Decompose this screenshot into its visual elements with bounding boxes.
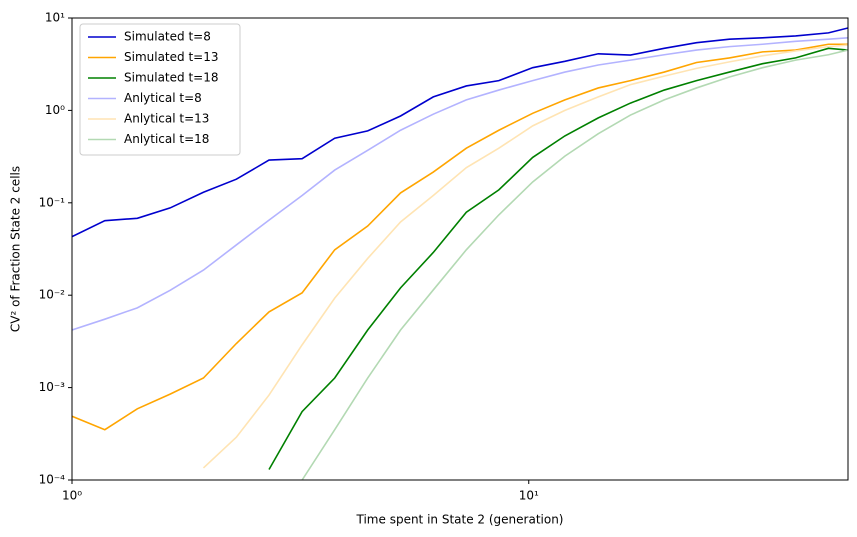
y-tick-label: 10⁻⁴: [39, 473, 66, 487]
x-tick-label: 10¹: [519, 489, 539, 503]
legend-box: [79, 23, 241, 156]
y-tick-label: 10⁻²: [39, 288, 66, 302]
series-line: [202, 44, 848, 469]
y-tick-label: 10⁻¹: [39, 195, 66, 209]
plot-lines: [72, 27, 848, 480]
legend-label: Simulated t=8: [124, 30, 211, 44]
legend-label: Anlytical t=18: [124, 132, 209, 146]
legend-label: Simulated t=18: [124, 71, 218, 85]
x-tick-label: 10⁰: [62, 489, 82, 503]
series-line: [72, 43, 848, 431]
series-line: [72, 27, 848, 238]
y-tick-label: 10⁰: [45, 103, 65, 117]
plot-frame: [71, 17, 849, 481]
y-tick-label: 10⁻³: [39, 380, 66, 394]
series-line: [301, 49, 848, 480]
y-axis-label: CV² of Fraction State 2 cells: [9, 166, 23, 332]
x-axis-label: Time spent in State 2 (generation): [356, 513, 564, 527]
series-line: [268, 47, 848, 470]
legend-label: Simulated t=13: [124, 50, 218, 64]
legend-label: Anlytical t=8: [124, 91, 202, 105]
series-line: [72, 37, 848, 331]
legend-label: Anlytical t=13: [124, 112, 209, 126]
y-tick-label: 10¹: [45, 11, 65, 25]
